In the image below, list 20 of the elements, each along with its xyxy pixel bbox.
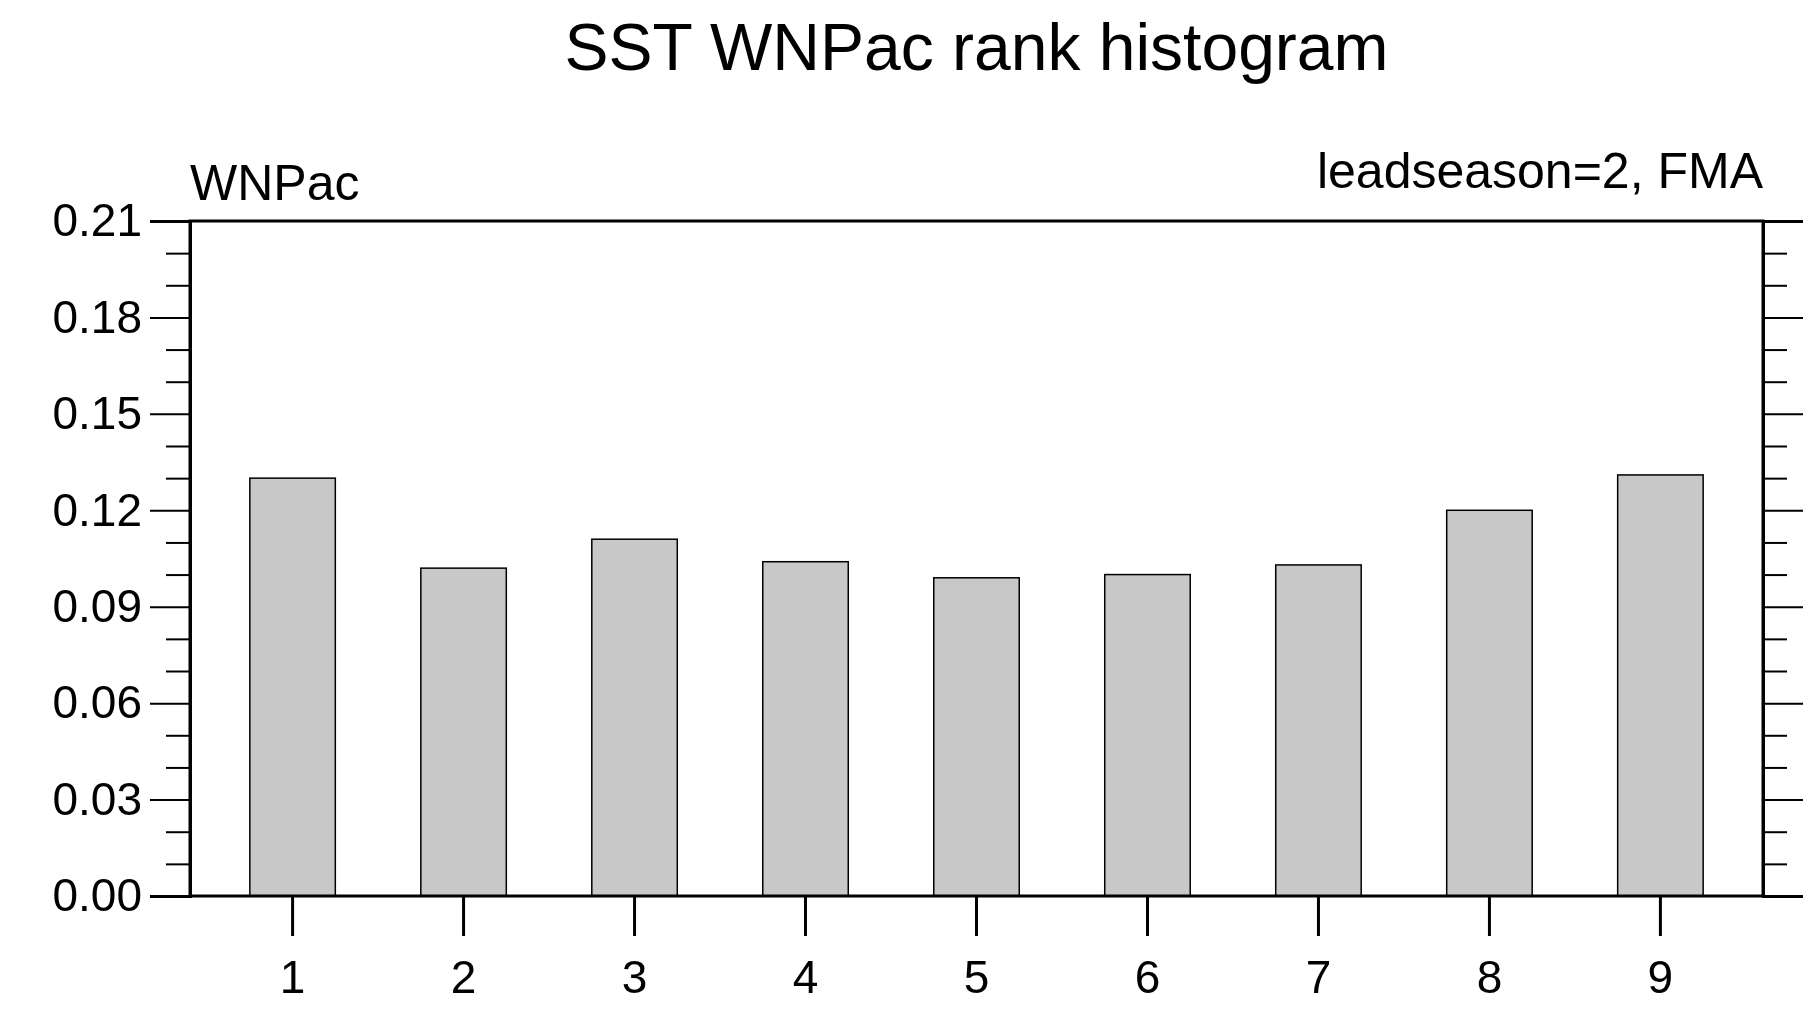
y-tick-label: 0.03 <box>52 772 142 825</box>
chart-title: SST WNPac rank histogram <box>564 10 1389 84</box>
y-tick-label: 0.12 <box>52 483 142 536</box>
x-tick-label: 6 <box>1134 951 1161 1003</box>
x-tick-label: 4 <box>792 951 819 1003</box>
text: leadseason=2, FMA <box>1316 143 1764 199</box>
y-tick-label: 0.00 <box>52 869 142 922</box>
text: WNPac <box>190 155 360 211</box>
y-tick-label: 0.15 <box>52 387 142 440</box>
x-tick-label: 8 <box>1476 951 1503 1003</box>
y-tick-label: 0.18 <box>52 290 142 343</box>
y-tick-label: 0.21 <box>52 194 142 247</box>
x-tick-label: 2 <box>450 951 477 1003</box>
y-tick-label: 0.06 <box>52 676 142 729</box>
x-tick-label: 3 <box>621 951 648 1003</box>
x-tick-label: 7 <box>1305 951 1332 1003</box>
x-tick-label: 1 <box>279 951 306 1003</box>
y-tick-label: 0.09 <box>52 579 142 632</box>
x-tick-label: 5 <box>963 951 990 1003</box>
x-tick-label: 9 <box>1647 951 1674 1003</box>
